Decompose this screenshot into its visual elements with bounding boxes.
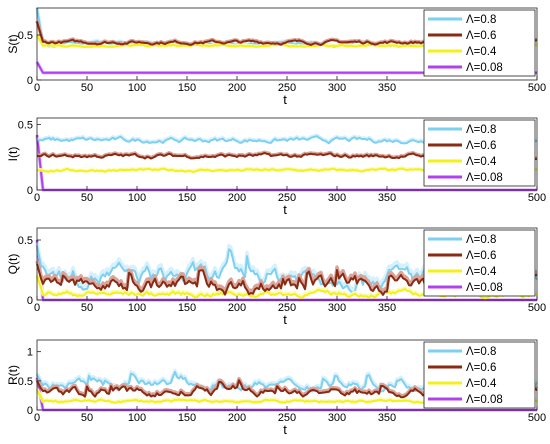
x-tick-label: 350 <box>378 192 396 204</box>
x-axis-label: t <box>283 202 287 217</box>
x-tick-label: 500 <box>528 302 546 314</box>
x-tick-label: 500 <box>528 192 546 204</box>
y-tick-label: 0.5 <box>18 376 33 388</box>
legend-label: Λ=0.6 <box>466 362 496 374</box>
legend-label: Λ=0.6 <box>466 140 496 152</box>
y-tick-label: 0.5 <box>18 120 33 132</box>
legend-label: Λ=0.08 <box>466 394 503 406</box>
legend-label: Λ=0.8 <box>466 234 496 246</box>
x-tick-label: 250 <box>278 412 296 424</box>
legend-label: Λ=0.4 <box>466 46 497 58</box>
x-axis-label: t <box>283 422 287 437</box>
y-axis-label: I(t) <box>6 147 20 162</box>
y-tick-label: 0 <box>27 185 33 197</box>
legend: Λ=0.8 Λ=0.6 Λ=0.4 Λ=0.08 <box>423 9 536 77</box>
x-tick-label: 300 <box>328 82 346 94</box>
x-tick-label: 100 <box>128 302 146 314</box>
x-tick-label: 0 <box>34 412 40 424</box>
y-tick-label: 0 <box>27 405 33 417</box>
legend-label: Λ=0.08 <box>466 282 503 294</box>
y-tick-label: 1 <box>27 347 33 359</box>
x-tick-label: 0 <box>34 302 40 314</box>
x-tick-label: 150 <box>178 82 196 94</box>
x-axis-label: t <box>283 312 287 327</box>
x-tick-label: 250 <box>278 82 296 94</box>
y-tick-label: 0.5 <box>18 235 33 247</box>
legend-label: Λ=0.8 <box>466 346 496 358</box>
x-tick-label: 50 <box>81 302 93 314</box>
x-tick-label: 150 <box>178 302 196 314</box>
x-tick-label: 200 <box>228 192 246 204</box>
legend-label: Λ=0.4 <box>466 378 497 390</box>
legend-label: Λ=0.6 <box>466 30 496 42</box>
x-tick-label: 150 <box>178 192 196 204</box>
x-tick-label: 500 <box>528 82 546 94</box>
legend-box <box>423 119 536 187</box>
legend: Λ=0.8 Λ=0.6 Λ=0.4 Λ=0.08 <box>423 119 536 187</box>
x-tick-label: 300 <box>328 302 346 314</box>
y-tick-label: 0 <box>27 75 33 87</box>
legend-label: Λ=0.8 <box>466 14 496 26</box>
legend: Λ=0.8 Λ=0.6 Λ=0.4 Λ=0.08 <box>423 229 536 297</box>
x-tick-label: 350 <box>378 412 396 424</box>
x-tick-label: 300 <box>328 412 346 424</box>
x-tick-label: 150 <box>178 412 196 424</box>
panel-1: 0 50 100 150 200 250 300 350 50000.5tS(t)Λ=0.8Λ=… <box>6 7 546 107</box>
x-tick-label: 200 <box>228 412 246 424</box>
x-tick-label: 300 <box>328 192 346 204</box>
panel-2: 0 50 100 150 200 250 300 350 50000.5tI(t)Λ=0.8Λ=… <box>6 117 546 217</box>
x-tick-label: 250 <box>278 192 296 204</box>
x-tick-label: 0 <box>34 82 40 94</box>
legend-label: Λ=0.08 <box>466 62 503 74</box>
legend-label: Λ=0.4 <box>466 156 497 168</box>
y-tick-label: 0 <box>27 295 33 307</box>
x-tick-label: 50 <box>81 82 93 94</box>
legend-label: Λ=0.6 <box>466 250 496 262</box>
x-tick-label: 350 <box>378 302 396 314</box>
legend-box <box>423 9 536 77</box>
legend: Λ=0.8 Λ=0.6 Λ=0.4 Λ=0.08 <box>423 341 536 409</box>
x-tick-label: 200 <box>228 82 246 94</box>
y-tick-label: 0.5 <box>18 30 33 42</box>
x-tick-label: 500 <box>528 412 546 424</box>
x-tick-label: 100 <box>128 412 146 424</box>
y-axis-label: Q(t) <box>6 254 20 275</box>
legend-box <box>423 341 536 409</box>
panel-3: 0 50 100 150 200 250 300 350 50000.5tQ(t)Λ=0.8Λ=… <box>6 227 546 327</box>
x-tick-label: 250 <box>278 302 296 314</box>
legend-label: Λ=0.4 <box>466 266 497 278</box>
x-axis-label: t <box>283 92 287 107</box>
y-axis-label: S(t) <box>6 34 20 53</box>
x-tick-label: 50 <box>81 412 93 424</box>
legend-label: Λ=0.8 <box>466 124 496 136</box>
x-tick-label: 0 <box>34 192 40 204</box>
legend-label: Λ=0.08 <box>466 172 503 184</box>
x-tick-label: 100 <box>128 82 146 94</box>
x-tick-label: 50 <box>81 192 93 204</box>
y-axis-label: R(t) <box>6 365 20 385</box>
x-tick-label: 100 <box>128 192 146 204</box>
legend-box <box>423 229 536 297</box>
x-tick-label: 200 <box>228 302 246 314</box>
panel-4: 0 50 100 150 200 250 300 350 50000.51tR(t)Λ=0.8Λ… <box>6 339 546 437</box>
x-tick-label: 350 <box>378 82 396 94</box>
